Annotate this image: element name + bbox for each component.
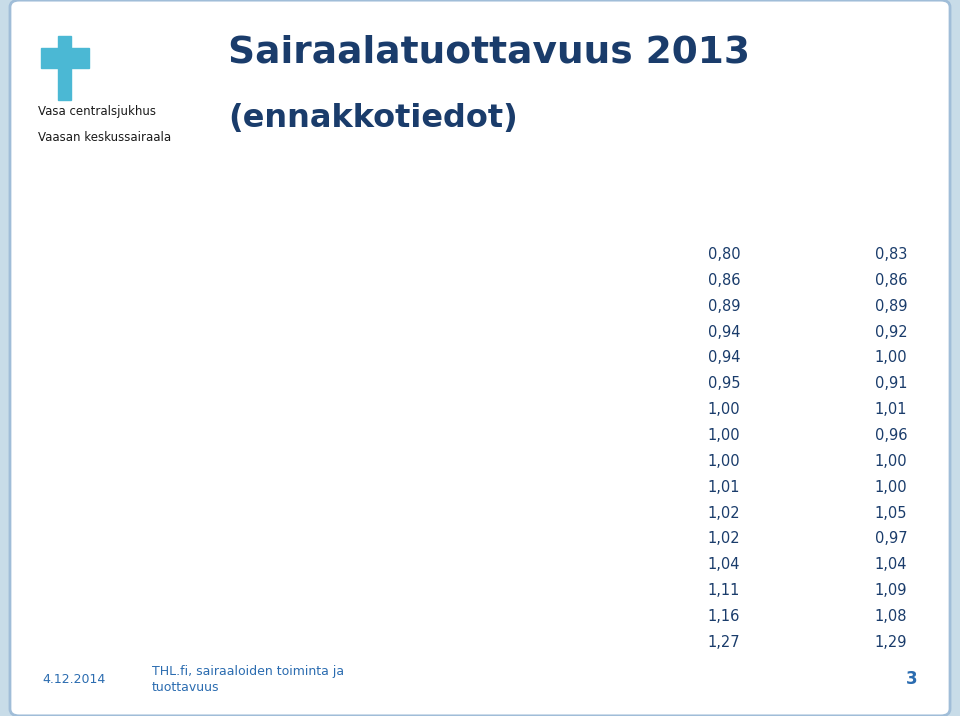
Text: 0,86: 0,86 — [708, 273, 740, 288]
Text: Hoitojakso-
tuottavuus: Hoitojakso- tuottavuus — [812, 172, 900, 204]
Text: Sairaalatuottavuus 2013: Sairaalatuottavuus 2013 — [228, 35, 750, 71]
Text: Satakunnan keskussairaala: Satakunnan keskussairaala — [33, 506, 238, 520]
Text: Keski-Pohjanmaan keskussairaala: Keski-Pohjanmaan keskussairaala — [33, 377, 287, 390]
Text: 4.12.2014: 4.12.2014 — [42, 673, 106, 686]
Text: Vasa centralsjukhus: Vasa centralsjukhus — [38, 105, 156, 118]
Text: Pohjois-Karjalan keskussairaala: Pohjois-Karjalan keskussairaala — [33, 636, 272, 649]
Text: 0,86: 0,86 — [875, 273, 907, 288]
Text: 1,02: 1,02 — [708, 531, 740, 546]
Text: 0,83: 0,83 — [875, 247, 907, 262]
Text: Episodi-
tuottavuus: Episodi- tuottavuus — [652, 172, 737, 204]
Text: 0,89: 0,89 — [708, 299, 740, 314]
Text: 1,11: 1,11 — [708, 583, 740, 598]
Text: Lapin keskussairaala: Lapin keskussairaala — [33, 532, 190, 546]
Text: 1,01: 1,01 — [708, 480, 740, 495]
Text: 1,08: 1,08 — [875, 609, 907, 624]
Text: Kymenlaakson keskussairaala: Kymenlaakson keskussairaala — [33, 480, 257, 493]
Text: 0,89: 0,89 — [875, 299, 907, 314]
Text: Etelä-Karjalan keskussairaala: Etelä-Karjalan keskussairaala — [33, 455, 255, 468]
Text: 0,92: 0,92 — [875, 324, 907, 339]
Text: 0,94: 0,94 — [708, 350, 740, 365]
Text: 1,05: 1,05 — [875, 505, 907, 521]
Text: 1,29: 1,29 — [875, 634, 907, 649]
Text: (ennakkotiedot): (ennakkotiedot) — [228, 102, 517, 134]
Text: 1,09: 1,09 — [875, 583, 907, 598]
Text: 1,16: 1,16 — [708, 609, 740, 624]
Text: 0,97: 0,97 — [875, 531, 907, 546]
Text: 1,00: 1,00 — [875, 454, 907, 469]
Text: Vaasan keskussairaala / Centralsjukhuset i Vasa: Vaasan keskussairaala / Centralsjukhuset… — [33, 248, 394, 261]
Text: Sairaala: Sairaala — [36, 188, 110, 203]
Text: Mikkelin keskussairaala: Mikkelin keskussairaala — [33, 326, 212, 339]
Text: 1,00: 1,00 — [875, 350, 907, 365]
Text: Länsi-Pohjan keskussairaala: Länsi-Pohjan keskussairaala — [33, 558, 245, 571]
Text: THL.fi, sairaaloiden toiminta ja
tuottavuus: THL.fi, sairaaloiden toiminta ja tuottav… — [152, 664, 344, 694]
Text: 0,91: 0,91 — [875, 377, 907, 391]
Text: Seinäjoen keskussairaala: Seinäjoen keskussairaala — [33, 300, 223, 313]
Text: Kanta-Hämeen keskussairaala: Kanta-Hämeen keskussairaala — [33, 403, 259, 416]
Bar — [41, 48, 88, 68]
Text: 3: 3 — [906, 670, 918, 688]
Text: 1,00: 1,00 — [875, 480, 907, 495]
Text: 0,80: 0,80 — [708, 247, 740, 262]
Text: 1,00: 1,00 — [708, 454, 740, 469]
Text: 1,00: 1,00 — [708, 402, 740, 417]
Text: Kainuun keskussairaala: Kainuun keskussairaala — [33, 429, 210, 442]
Text: Savonlinnan keskussairaala: Savonlinnan keskussairaala — [33, 274, 241, 287]
Text: 1,02: 1,02 — [708, 505, 740, 521]
Text: 0,95: 0,95 — [708, 377, 740, 391]
Text: 1,01: 1,01 — [875, 402, 907, 417]
Bar — [59, 36, 71, 100]
Text: 0,94: 0,94 — [708, 324, 740, 339]
Text: Hyvinkään sairaala: Hyvinkään sairaala — [33, 610, 176, 623]
FancyBboxPatch shape — [10, 0, 950, 716]
Text: 1,04: 1,04 — [875, 557, 907, 572]
Text: 1,27: 1,27 — [708, 634, 740, 649]
Text: Päijät-Hämeen keskussairaala: Päijät-Hämeen keskussairaala — [33, 584, 258, 597]
Text: Vaasan keskussairaala: Vaasan keskussairaala — [38, 131, 172, 144]
Text: 1,04: 1,04 — [708, 557, 740, 572]
Text: 1,00: 1,00 — [708, 428, 740, 443]
Text: Keski-Suomen keskussairaala: Keski-Suomen keskussairaala — [33, 352, 255, 364]
Text: 0,96: 0,96 — [875, 428, 907, 443]
